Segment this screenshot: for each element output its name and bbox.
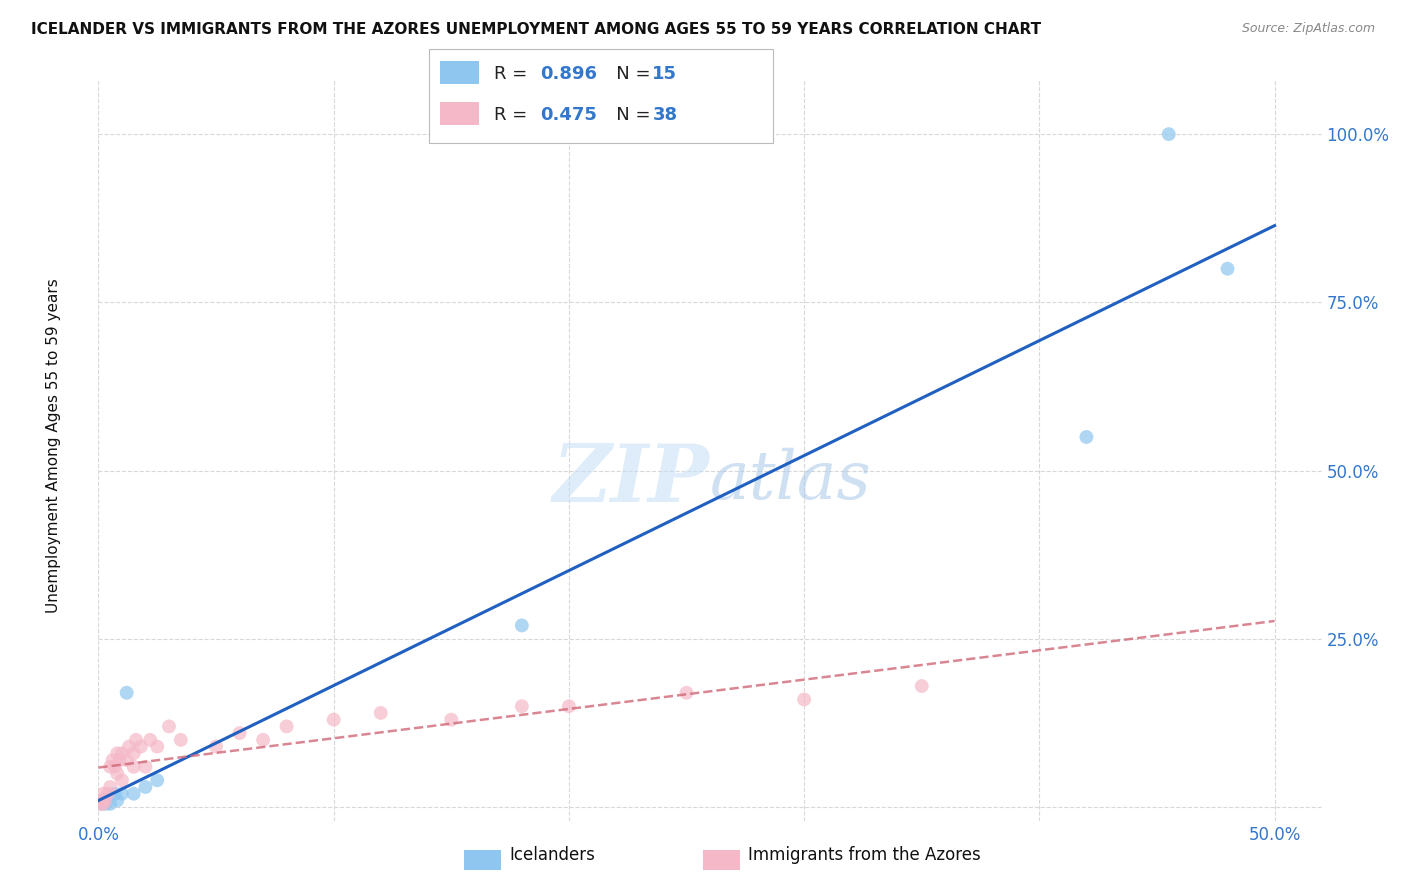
- Point: [111, 787, 134, 801]
- Text: 0.475: 0.475: [540, 106, 596, 124]
- Text: 38: 38: [652, 106, 678, 124]
- Point: [122, 787, 145, 801]
- Text: R =: R =: [494, 65, 533, 83]
- Text: 15: 15: [652, 65, 678, 83]
- Point: [125, 732, 148, 747]
- Point: [252, 732, 274, 747]
- Text: Immigrants from the Azores: Immigrants from the Azores: [748, 847, 981, 864]
- Point: [115, 753, 138, 767]
- Point: [139, 732, 162, 747]
- Point: [111, 773, 134, 788]
- Point: [105, 747, 128, 761]
- Point: [510, 699, 533, 714]
- Point: [1076, 430, 1098, 444]
- Text: ZIP: ZIP: [553, 442, 710, 519]
- Point: [129, 739, 152, 754]
- Point: [105, 793, 128, 807]
- Text: 0.896: 0.896: [540, 65, 598, 83]
- Point: [793, 692, 815, 706]
- Point: [558, 699, 581, 714]
- Point: [94, 793, 117, 807]
- Text: Source: ZipAtlas.com: Source: ZipAtlas.com: [1241, 22, 1375, 36]
- Text: R =: R =: [494, 106, 533, 124]
- Point: [104, 760, 127, 774]
- Point: [122, 760, 145, 774]
- Point: [98, 760, 121, 774]
- Point: [322, 713, 344, 727]
- Text: Icelanders: Icelanders: [509, 847, 595, 864]
- Point: [1216, 261, 1239, 276]
- Point: [118, 739, 141, 754]
- Point: [111, 747, 134, 761]
- Point: [510, 618, 533, 632]
- Point: [276, 719, 298, 733]
- Point: [146, 739, 169, 754]
- Point: [97, 787, 120, 801]
- Point: [104, 787, 127, 801]
- Point: [370, 706, 392, 720]
- Point: [170, 732, 193, 747]
- Point: [91, 787, 114, 801]
- Point: [98, 797, 121, 811]
- Point: [157, 719, 180, 733]
- Text: atlas: atlas: [710, 448, 872, 513]
- Point: [105, 766, 128, 780]
- Point: [94, 797, 117, 811]
- Text: ICELANDER VS IMMIGRANTS FROM THE AZORES UNEMPLOYMENT AMONG AGES 55 TO 59 YEARS C: ICELANDER VS IMMIGRANTS FROM THE AZORES …: [31, 22, 1040, 37]
- Point: [205, 739, 228, 754]
- Point: [911, 679, 934, 693]
- Point: [101, 753, 124, 767]
- Point: [98, 780, 121, 794]
- Point: [90, 793, 112, 807]
- Text: N =: N =: [599, 65, 657, 83]
- Point: [90, 797, 112, 811]
- Point: [134, 760, 156, 774]
- Text: N =: N =: [599, 106, 657, 124]
- Point: [115, 686, 138, 700]
- Point: [146, 773, 169, 788]
- Point: [90, 797, 112, 811]
- Point: [108, 753, 131, 767]
- Point: [91, 797, 114, 811]
- Point: [122, 747, 145, 761]
- Point: [675, 686, 697, 700]
- Point: [228, 726, 250, 740]
- Point: [134, 780, 156, 794]
- Text: Unemployment Among Ages 55 to 59 years: Unemployment Among Ages 55 to 59 years: [46, 278, 60, 614]
- Point: [440, 713, 463, 727]
- Point: [1157, 127, 1180, 141]
- Point: [91, 793, 114, 807]
